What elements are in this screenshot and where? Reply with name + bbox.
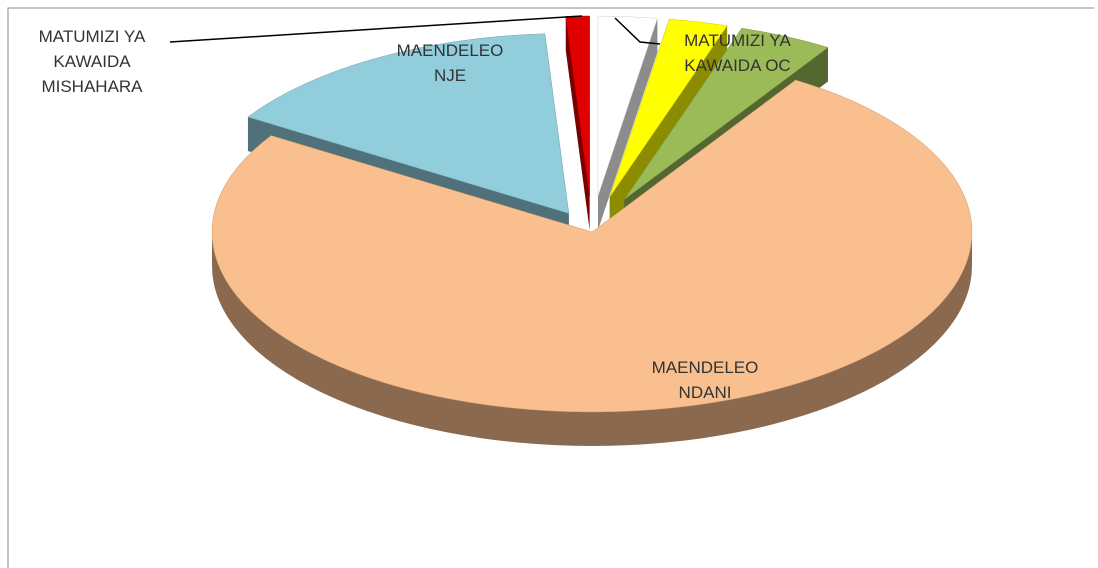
slice-label: MATUMIZI YA KAWAIDA MISHAHARA xyxy=(38,27,146,96)
slice xyxy=(597,15,658,197)
leader-line xyxy=(169,15,583,43)
slice-side xyxy=(212,232,972,446)
slice xyxy=(247,33,570,214)
leader-line xyxy=(614,17,661,45)
slice-label: MATUMIZI YA KAWAIDA OC xyxy=(684,31,791,75)
pie xyxy=(211,15,973,446)
slice-wall xyxy=(597,18,658,231)
slice-label: MAENDELEO NJE xyxy=(396,41,504,85)
slice-wall xyxy=(565,16,590,231)
slice xyxy=(211,79,973,413)
slice xyxy=(565,15,590,197)
slice-label: MAENDELEO NDANI xyxy=(651,358,759,402)
frame xyxy=(7,7,1094,568)
slice xyxy=(609,18,728,198)
slice xyxy=(624,27,829,200)
